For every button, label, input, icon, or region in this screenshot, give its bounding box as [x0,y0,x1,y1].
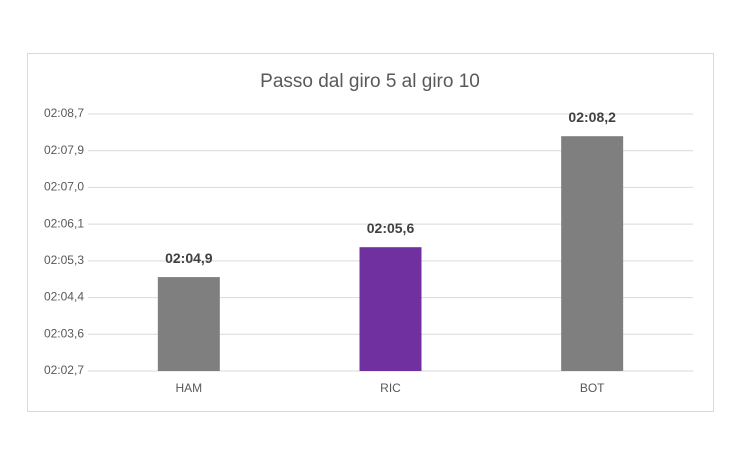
y-tick-label: 02:03,6 [44,326,84,340]
data-label: 02:05,6 [367,220,415,236]
x-tick-label: BOT [580,381,605,395]
y-tick-label: 02:02,7 [44,363,84,377]
x-tick-label: RIC [380,381,401,395]
x-tick-label: HAM [175,381,202,395]
y-tick-label: 02:08,7 [44,106,84,120]
data-label: 02:08,2 [568,109,616,125]
chart-title: Passo dal giro 5 al giro 10 [260,71,480,92]
bar [157,277,220,371]
y-tick-label: 02:07,0 [44,180,84,194]
y-tick-label: 02:07,9 [44,143,84,157]
bar [561,136,624,371]
y-tick-label: 02:06,1 [44,216,84,230]
y-tick-label: 02:05,3 [44,253,84,267]
data-label: 02:04,9 [165,250,213,266]
bar [359,247,422,371]
y-tick-label: 02:04,4 [44,290,84,304]
